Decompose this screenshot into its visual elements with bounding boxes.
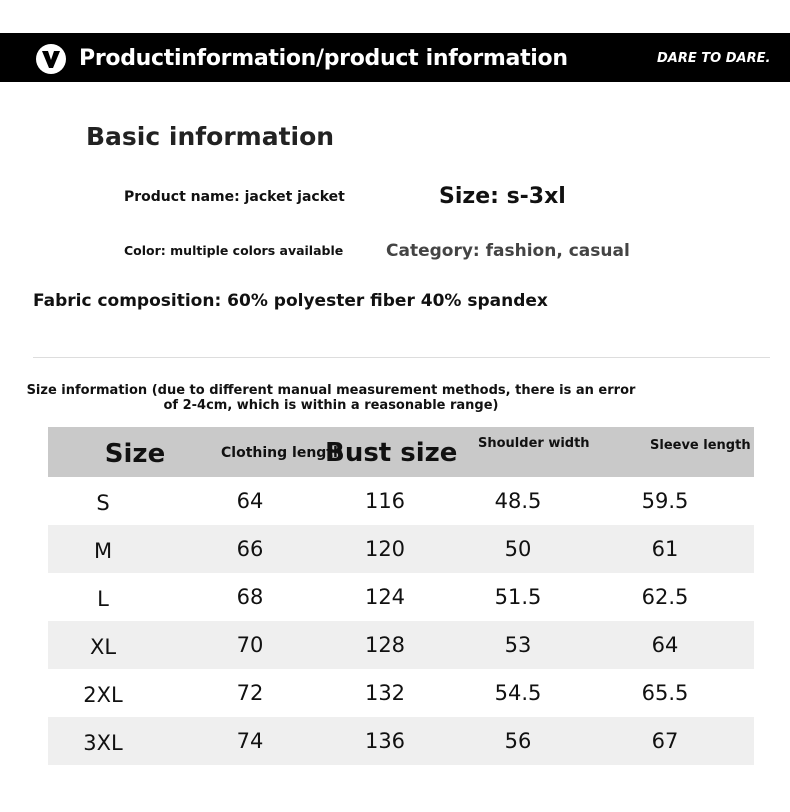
table-cell: 116 <box>364 489 406 513</box>
size-table: Size Clothing length Bust size Shoulder … <box>48 427 754 765</box>
chevron-down-icon <box>36 44 66 74</box>
table-cell: 72 <box>236 681 264 705</box>
table-cell: 65.5 <box>641 681 689 705</box>
section-heading: Basic information <box>86 122 335 151</box>
table-cell: 68 <box>236 585 264 609</box>
table-row: S 64 116 48.5 59.5 <box>48 477 754 525</box>
table-row: 3XL 74 136 56 67 <box>48 717 754 765</box>
table-row: 2XL 72 132 54.5 65.5 <box>48 669 754 717</box>
header-bar <box>0 33 790 82</box>
category-info: Category: fashion, casual <box>386 241 630 261</box>
table-cell: 64 <box>651 633 679 657</box>
table-cell: 74 <box>236 729 264 753</box>
col-bust-size: Bust size <box>325 438 458 468</box>
table-cell: 54.5 <box>494 681 542 705</box>
table-cell: 124 <box>364 585 406 609</box>
table-cell: 64 <box>236 489 264 513</box>
slogan: DARE TO DARE. <box>657 51 771 66</box>
size-note: Size information (due to different manua… <box>26 383 636 413</box>
table-cell: 2XL <box>83 683 123 707</box>
table-cell: 67 <box>651 729 679 753</box>
table-row: M 66 120 50 61 <box>48 525 754 573</box>
fabric-info: Fabric composition: 60% polyester fiber … <box>33 291 548 311</box>
table-cell: 62.5 <box>641 585 689 609</box>
col-sleeve-length: Sleeve length <box>650 438 751 453</box>
table-cell: 51.5 <box>494 585 542 609</box>
table-cell: M <box>93 539 113 563</box>
table-cell: 56 <box>504 729 532 753</box>
table-cell: 3XL <box>83 731 123 755</box>
table-cell: S <box>96 491 110 515</box>
table-cell: 53 <box>504 633 532 657</box>
table-cell: 66 <box>236 537 264 561</box>
table-cell: 136 <box>364 729 406 753</box>
table-header: Size Clothing length Bust size Shoulder … <box>48 427 754 477</box>
table-cell: 132 <box>364 681 406 705</box>
col-shoulder-width: Shoulder width <box>478 436 590 451</box>
table-cell: XL <box>89 635 117 659</box>
size-range: Size: s-3xl <box>439 184 566 209</box>
table-cell: L <box>97 587 109 611</box>
color-info: Color: multiple colors available <box>124 243 344 258</box>
divider <box>33 357 770 358</box>
col-clothing-length: Clothing length <box>221 445 343 461</box>
col-size: Size <box>104 439 166 469</box>
table-row: L 68 124 51.5 62.5 <box>48 573 754 621</box>
table-cell: 50 <box>504 537 532 561</box>
product-name: Product name: jacket jacket <box>124 189 345 205</box>
table-cell: 59.5 <box>641 489 689 513</box>
table-cell: 48.5 <box>494 489 542 513</box>
table-cell: 70 <box>236 633 264 657</box>
table-cell: 61 <box>651 537 679 561</box>
table-cell: 120 <box>364 537 406 561</box>
table-cell: 128 <box>364 633 406 657</box>
table-row: XL 70 128 53 64 <box>48 621 754 669</box>
page-title: Productinformation/product information <box>79 46 568 71</box>
